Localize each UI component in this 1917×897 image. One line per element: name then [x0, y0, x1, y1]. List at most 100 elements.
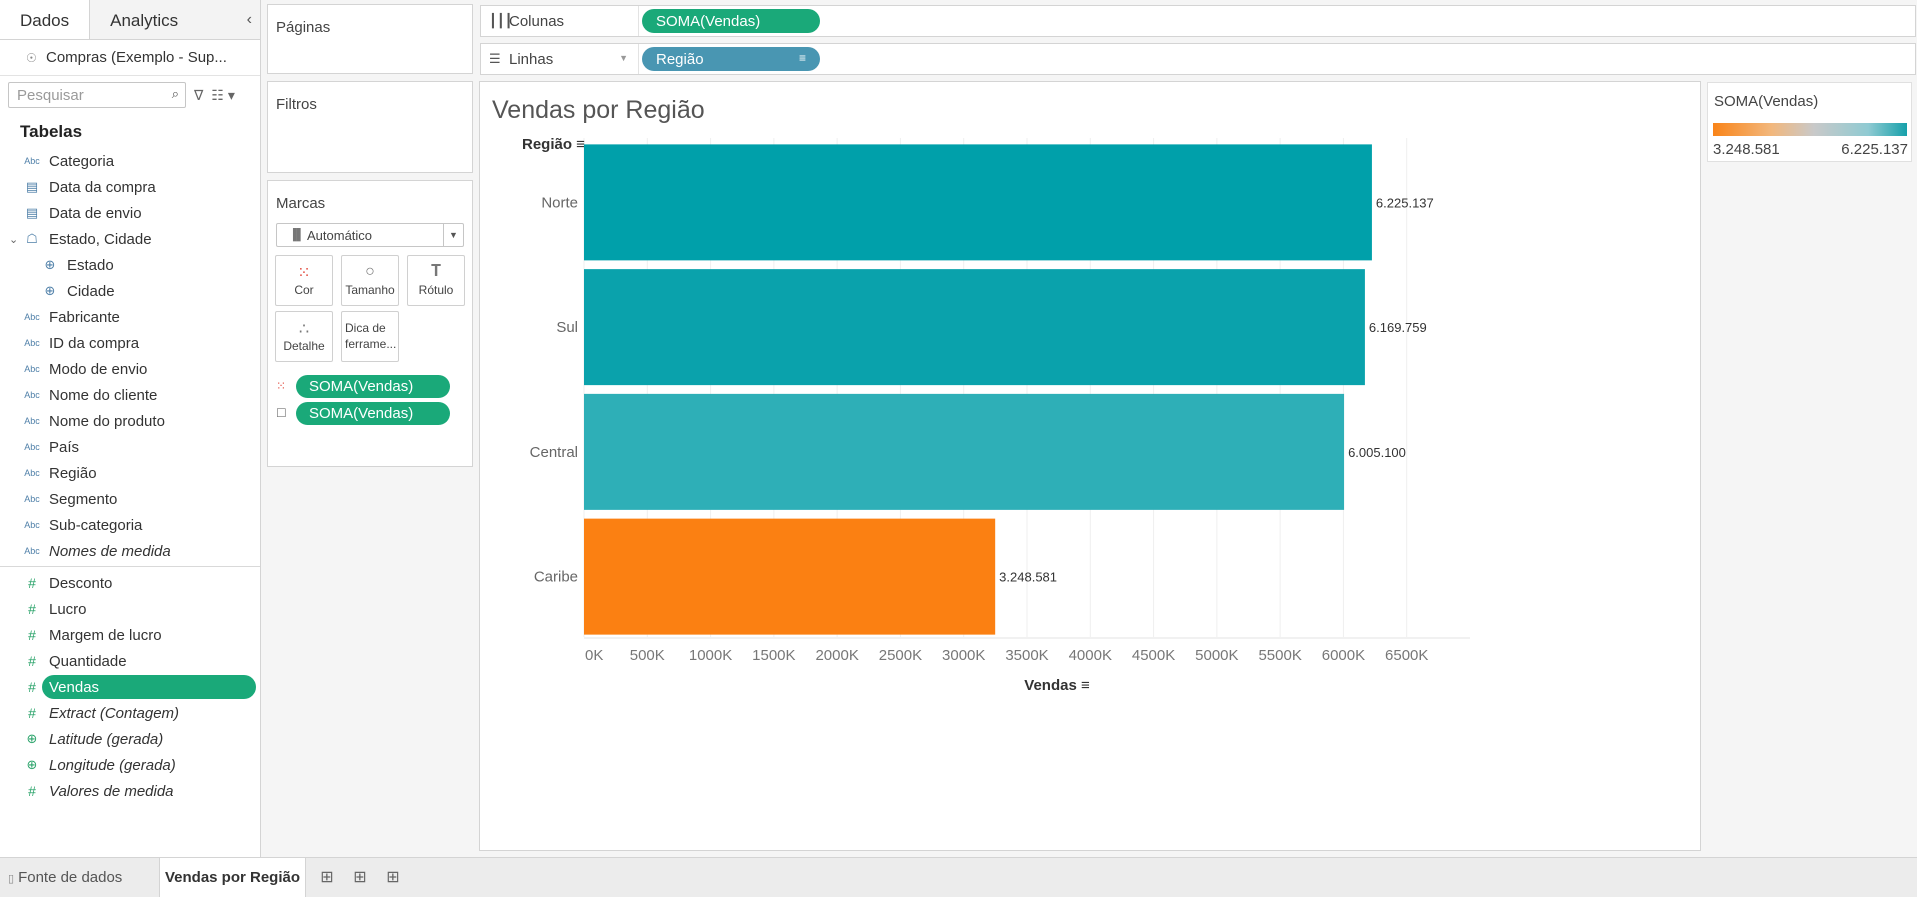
new-dashboard-icon[interactable]: ⊞ [353, 869, 367, 886]
value-label: 3.248.581 [999, 570, 1057, 585]
mark-type-dropdown[interactable]: ▐▌ Automático ▼ [276, 223, 464, 247]
field-item[interactable]: ▤ Data de envio [0, 200, 260, 226]
expand-icon[interactable]: ⌄ [9, 233, 19, 246]
field-item[interactable]: Abc Nome do cliente [0, 382, 260, 408]
collapse-pane-icon[interactable]: ‹ [246, 11, 252, 28]
number-type-icon: # [28, 627, 36, 643]
tab-data[interactable]: Dados [0, 0, 91, 39]
field-item[interactable]: Abc Sub-categoria [0, 512, 260, 538]
field-name: Nomes de medida [49, 542, 171, 560]
string-type-icon: Abc [24, 416, 40, 426]
field-item[interactable]: Abc Nomes de medida [0, 538, 260, 564]
view-options-icon[interactable]: ☷ ▾ [211, 86, 235, 103]
chevron-down-icon[interactable]: ▼ [619, 53, 628, 63]
pages-card[interactable]: Páginas [267, 4, 473, 74]
legend-min: 3.248.581 [1713, 141, 1780, 158]
field-item[interactable]: Abc Modo de envio [0, 356, 260, 382]
columns-pill-label: SOMA(Vendas) [656, 13, 761, 30]
tab-analytics[interactable]: Analytics [90, 0, 260, 39]
x-tick-label: 5000K [1195, 647, 1238, 664]
field-item[interactable]: # Margem de lucro [0, 622, 260, 648]
field-item[interactable]: ⊕ Estado [0, 252, 260, 278]
field-item[interactable]: Abc Nome do produto [0, 408, 260, 434]
field-item[interactable]: Abc Fabricante [0, 304, 260, 330]
category-label: Norte [541, 194, 578, 211]
field-item[interactable]: # Valores de medida [0, 778, 260, 804]
field-item[interactable]: # Vendas [0, 674, 260, 700]
sort-descending-icon[interactable]: ≡ [798, 51, 806, 65]
datasource-icon: ▯ [8, 873, 15, 885]
field-name: Categoria [49, 152, 115, 170]
x-tick-label: 3000K [942, 647, 985, 664]
field-item[interactable]: Abc Categoria [0, 148, 260, 174]
string-type-icon: Abc [24, 156, 40, 166]
columns-shelf[interactable]: ┃┃┃ Colunas SOMA(Vendas) [480, 5, 1916, 37]
label-button[interactable]: 𝐓 Rótulo [407, 255, 465, 306]
pages-title: Páginas [276, 19, 331, 36]
x-tick-label: 5500K [1258, 647, 1301, 664]
field-item[interactable]: ⊕ Cidade [0, 278, 260, 304]
tooltip-button[interactable]: Dica de ferrame... [341, 311, 399, 362]
field-name: Valores de medida [49, 782, 174, 800]
datasource-row[interactable]: ☉ Compras (Exemplo - Sup... [0, 40, 260, 76]
rows-shelf[interactable]: ☰ Linhas ▼ Região ≡ [480, 43, 1916, 75]
tab-sheet-active[interactable]: Vendas por Região [159, 858, 306, 897]
columns-icon: ┃┃┃ [489, 13, 513, 28]
field-name: Região [49, 464, 97, 482]
bar-chart-icon: ▐▌ [289, 229, 305, 241]
field-item[interactable]: # Desconto [0, 570, 260, 596]
tab-datasource[interactable]: ▯ Fonte de dados [8, 858, 122, 897]
mark-pill-color-row: ⁙ SOMA(Vendas) [276, 374, 450, 398]
rows-pill-label: Região [656, 51, 704, 68]
viz-title: Vendas por Região [492, 96, 705, 124]
search-icon[interactable]: ⌕ [171, 86, 179, 101]
field-item[interactable]: # Extract (Contagem) [0, 700, 260, 726]
globe-icon: ⊕ [26, 731, 38, 746]
mark-type-label: Automático [307, 228, 373, 243]
field-item[interactable]: ⌄ ☖ Estado, Cidade [0, 226, 260, 252]
search-box: ⌕ [8, 82, 186, 108]
field-name: Lucro [49, 600, 87, 618]
field-item[interactable]: Abc Região [0, 460, 260, 486]
field-item[interactable]: # Lucro [0, 596, 260, 622]
category-label: Central [530, 444, 578, 461]
dimension-list: Abc Categoria ▤ Data da compra ▤ Data de envi… [0, 148, 260, 564]
field-item[interactable]: Abc País [0, 434, 260, 460]
new-worksheet-icon[interactable]: ⊞ [320, 869, 334, 886]
field-name: Data de envio [49, 204, 142, 222]
field-item[interactable]: ⊕ Longitude (gerada) [0, 752, 260, 778]
search-input[interactable] [9, 83, 185, 107]
columns-pill[interactable]: SOMA(Vendas) [642, 9, 820, 33]
text-label-icon: 𝐓 [430, 263, 442, 280]
filter-icon[interactable]: ∇ [194, 86, 204, 103]
string-type-icon: Abc [24, 520, 40, 530]
bar [584, 518, 996, 635]
field-name: Fabricante [49, 308, 120, 326]
string-type-icon: Abc [24, 338, 40, 348]
field-item[interactable]: ▤ Data da compra [0, 174, 260, 200]
mark-pill-label[interactable]: SOMA(Vendas) [296, 401, 450, 425]
columns-label: Colunas [509, 13, 565, 30]
filters-card[interactable]: Filtros [267, 81, 473, 173]
detail-dots-icon: ∴ [298, 321, 310, 338]
chevron-down-icon: ▼ [443, 224, 463, 246]
field-item[interactable]: # Quantidade [0, 648, 260, 674]
bar [584, 269, 1365, 386]
tab-sheet-label: Vendas por Região [164, 869, 301, 886]
color-legend[interactable]: SOMA(Vendas) 3.248.581 6.225.137 [1707, 82, 1912, 162]
field-item[interactable]: Abc ID da compra [0, 330, 260, 356]
new-story-icon[interactable]: ⊞ [386, 869, 400, 886]
number-type-icon: # [28, 679, 36, 695]
field-name: Extract (Contagem) [49, 704, 180, 722]
field-item[interactable]: ⊕ Latitude (gerada) [0, 726, 260, 752]
rows-pill[interactable]: Região ≡ [642, 47, 820, 71]
mark-pill-color[interactable]: SOMA(Vendas) [296, 374, 450, 398]
size-button[interactable]: ○ Tamanho [341, 255, 399, 306]
x-tick-label: 3500K [1005, 647, 1048, 664]
field-item[interactable]: Abc Segmento [0, 486, 260, 512]
field-name: Sub-categoria [49, 516, 143, 534]
field-name: País [49, 438, 80, 456]
value-label: 6.225.137 [1376, 195, 1434, 210]
detail-button[interactable]: ∴ Detalhe [275, 311, 333, 362]
color-button[interactable]: ⁙ Cor [275, 255, 333, 306]
